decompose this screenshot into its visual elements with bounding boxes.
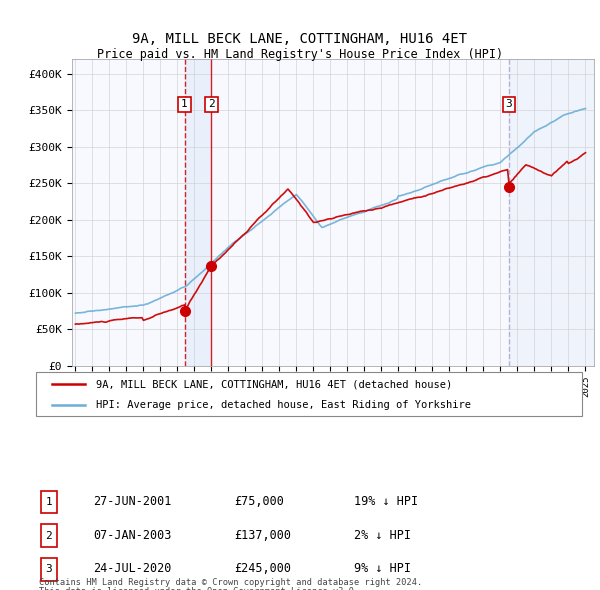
- Text: 1: 1: [46, 497, 52, 507]
- Text: 9A, MILL BECK LANE, COTTINGHAM, HU16 4ET: 9A, MILL BECK LANE, COTTINGHAM, HU16 4ET: [133, 32, 467, 47]
- Text: This data is licensed under the Open Government Licence v3.0.: This data is licensed under the Open Gov…: [39, 587, 359, 590]
- Bar: [185, 59, 211, 366]
- Text: HPI: Average price, detached house, East Riding of Yorkshire: HPI: Average price, detached house, East…: [96, 400, 471, 410]
- FancyBboxPatch shape: [41, 558, 57, 581]
- Text: Contains HM Land Registry data © Crown copyright and database right 2024.: Contains HM Land Registry data © Crown c…: [39, 578, 422, 587]
- Text: Price paid vs. HM Land Registry's House Price Index (HPI): Price paid vs. HM Land Registry's House …: [97, 48, 503, 61]
- Text: 19% ↓ HPI: 19% ↓ HPI: [354, 495, 418, 508]
- Text: 3: 3: [46, 565, 52, 574]
- Text: 07-JAN-2003: 07-JAN-2003: [93, 529, 172, 542]
- Text: £137,000: £137,000: [234, 529, 291, 542]
- Text: 9A, MILL BECK LANE, COTTINGHAM, HU16 4ET (detached house): 9A, MILL BECK LANE, COTTINGHAM, HU16 4ET…: [96, 379, 452, 389]
- FancyBboxPatch shape: [41, 491, 57, 513]
- FancyBboxPatch shape: [41, 525, 57, 547]
- Text: 3: 3: [506, 99, 512, 109]
- Text: 2: 2: [46, 531, 52, 540]
- Text: 2% ↓ HPI: 2% ↓ HPI: [354, 529, 411, 542]
- Text: 1: 1: [181, 99, 188, 109]
- FancyBboxPatch shape: [36, 372, 582, 416]
- Text: £245,000: £245,000: [234, 562, 291, 575]
- Text: 24-JUL-2020: 24-JUL-2020: [93, 562, 172, 575]
- Text: £75,000: £75,000: [234, 495, 284, 508]
- Text: 27-JUN-2001: 27-JUN-2001: [93, 495, 172, 508]
- Text: 9% ↓ HPI: 9% ↓ HPI: [354, 562, 411, 575]
- Bar: [509, 59, 594, 366]
- Text: 2: 2: [208, 99, 215, 109]
